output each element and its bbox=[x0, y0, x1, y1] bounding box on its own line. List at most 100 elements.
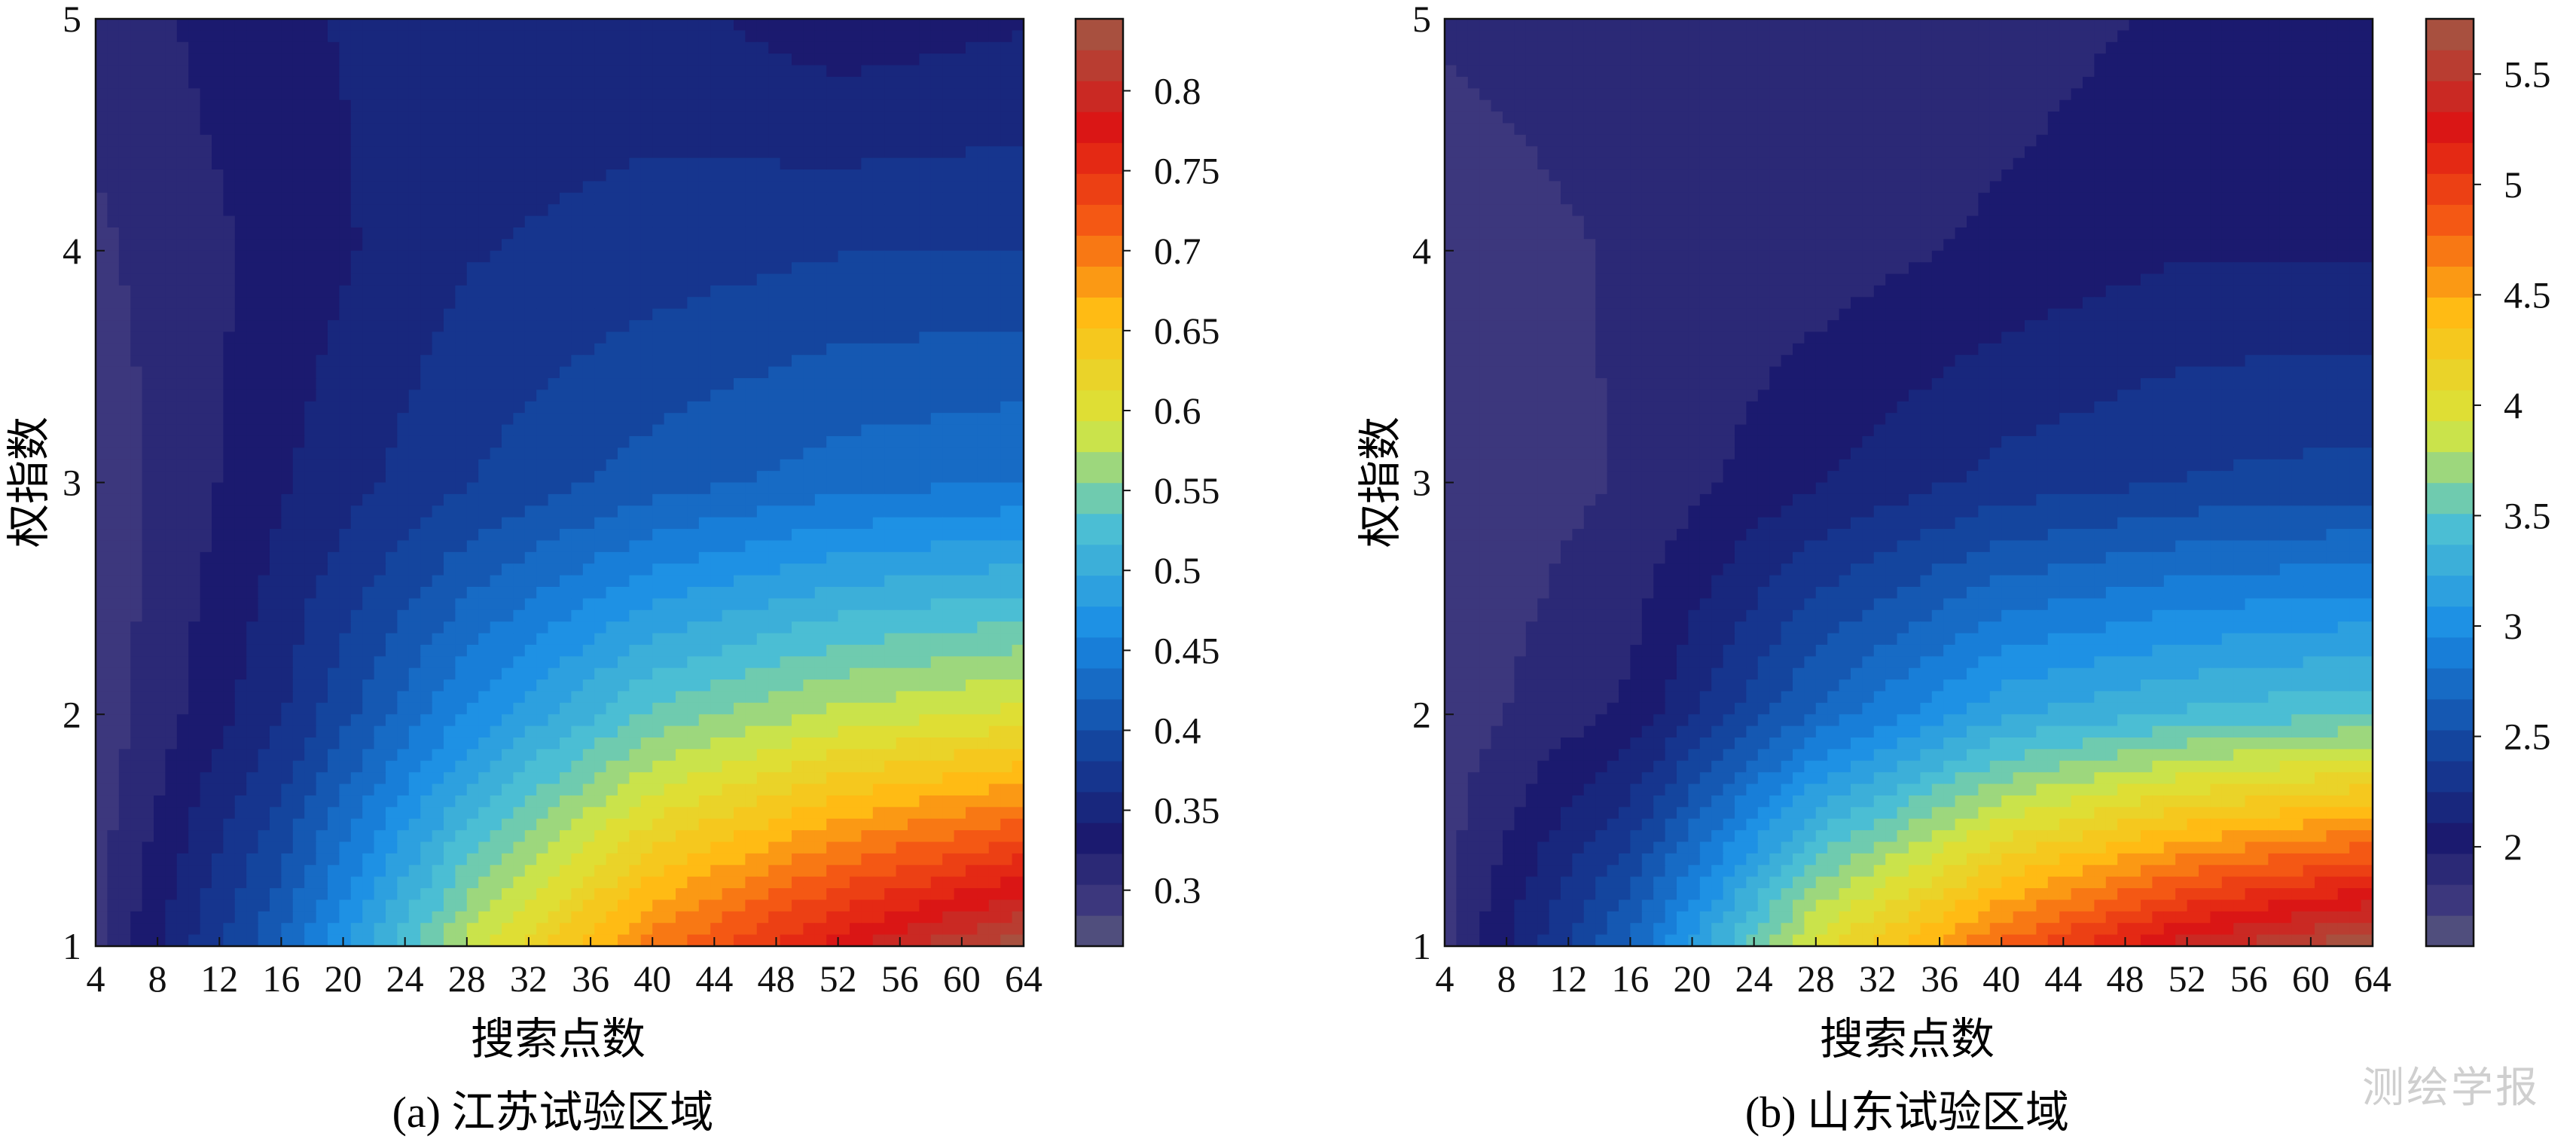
contour-cell-a bbox=[687, 239, 700, 252]
contour-cell-a bbox=[142, 215, 154, 228]
contour-cell-a bbox=[814, 563, 827, 576]
contour-cell-a bbox=[850, 215, 862, 228]
contour-cell-a bbox=[374, 621, 386, 634]
contour-cell-a bbox=[432, 343, 444, 356]
contour-cell-a bbox=[861, 215, 874, 228]
contour-cell-a bbox=[861, 250, 874, 263]
contour-cell-a bbox=[850, 250, 862, 263]
contour-cell-a bbox=[420, 215, 433, 228]
contour-cell-a bbox=[176, 88, 189, 101]
contour-cell-a bbox=[96, 285, 108, 298]
contour-cell-a bbox=[861, 621, 874, 634]
contour-cell-a bbox=[339, 331, 352, 344]
contour-cell-a bbox=[618, 644, 630, 657]
contour-cell-a bbox=[687, 563, 700, 576]
contour-cell-a bbox=[258, 111, 270, 124]
contour-cell-a bbox=[942, 471, 955, 484]
contour-cell-a bbox=[734, 714, 746, 727]
contour-cell-a bbox=[919, 99, 932, 112]
contour-cell-a bbox=[768, 169, 781, 182]
contour-cell-a bbox=[838, 609, 850, 622]
contour-cell-a bbox=[652, 447, 665, 460]
contour-cell-a bbox=[560, 181, 572, 194]
contour-cell-a bbox=[188, 146, 201, 159]
contour-cell-a bbox=[386, 702, 398, 715]
contour-cell-a bbox=[930, 725, 943, 738]
contour-cell-a bbox=[780, 633, 792, 646]
contour-cell-a bbox=[861, 714, 874, 727]
contour-cell-a bbox=[536, 250, 549, 263]
contour-cell-a bbox=[304, 355, 317, 368]
contour-cell-a bbox=[896, 389, 908, 402]
contour-cell-a bbox=[502, 586, 514, 599]
contour-cell-a bbox=[930, 401, 943, 414]
contour-cell-a bbox=[861, 529, 874, 542]
contour-cell-a bbox=[432, 111, 444, 124]
contour-cell-a bbox=[107, 633, 120, 646]
contour-cell-a bbox=[803, 702, 816, 715]
contour-cell-a bbox=[432, 146, 444, 159]
contour-cell-a bbox=[432, 714, 444, 727]
contour-cell-a bbox=[200, 401, 212, 414]
contour-cell-a bbox=[165, 447, 178, 460]
contour-cell-a bbox=[107, 157, 120, 170]
contour-cell-a bbox=[432, 273, 444, 286]
contour-cell-a bbox=[792, 239, 804, 252]
contour-cell-a bbox=[165, 111, 178, 124]
contour-cell-a bbox=[872, 273, 885, 286]
contour-cell-a bbox=[768, 540, 781, 553]
contour-cell-a bbox=[118, 157, 131, 170]
contour-cell-a bbox=[977, 447, 990, 460]
contour-cell-a bbox=[524, 19, 537, 31]
contour-cell-a bbox=[246, 725, 259, 738]
contour-cell-a bbox=[977, 355, 990, 368]
contour-cell-a bbox=[432, 308, 444, 321]
contour-cell-a bbox=[988, 401, 1001, 414]
contour-cell-a bbox=[374, 227, 386, 240]
contour-cell-a bbox=[908, 424, 920, 437]
contour-cell-a bbox=[687, 331, 700, 344]
contour-cell-a bbox=[780, 714, 792, 727]
contour-cell-a bbox=[745, 609, 758, 622]
contour-cell-a bbox=[339, 505, 352, 518]
contour-cell-a bbox=[768, 551, 781, 564]
contour-cell-a bbox=[896, 204, 908, 217]
contour-cell-a bbox=[524, 157, 537, 170]
contour-cell-a bbox=[1012, 575, 1024, 588]
contour-cell-a bbox=[466, 41, 479, 54]
contour-cell-a bbox=[756, 204, 769, 217]
contour-cell-a bbox=[1000, 586, 1013, 599]
contour-cell-a bbox=[606, 134, 618, 147]
contour-cell-a bbox=[710, 667, 723, 680]
contour-cell-a bbox=[339, 691, 352, 704]
contour-cell-a bbox=[200, 482, 212, 495]
contour-cell-a bbox=[1012, 621, 1024, 634]
contour-cell-a bbox=[988, 471, 1001, 484]
contour-cell-a bbox=[977, 401, 990, 414]
contour-cell-a bbox=[966, 424, 978, 437]
contour-cell-a bbox=[234, 644, 247, 657]
contour-cell-a bbox=[420, 111, 433, 124]
contour-cell-a bbox=[165, 378, 178, 390]
contour-cell-a bbox=[676, 529, 688, 542]
contour-cell-a bbox=[792, 320, 804, 333]
contour-cell-a bbox=[444, 540, 456, 553]
contour-cell-a bbox=[722, 505, 734, 518]
contour-cell-a bbox=[734, 424, 746, 437]
contour-cell-a bbox=[908, 633, 920, 646]
contour-cell-a bbox=[954, 702, 966, 715]
contour-cell-a bbox=[745, 111, 758, 124]
contour-cell-a bbox=[107, 134, 120, 147]
contour-cell-a bbox=[397, 401, 410, 414]
contour-cell-a bbox=[640, 192, 653, 205]
contour-cell-a bbox=[560, 239, 572, 252]
contour-cell-a bbox=[478, 586, 491, 599]
contour-cell-a bbox=[1012, 146, 1024, 159]
contour-cell-a bbox=[223, 30, 236, 43]
contour-cell-a bbox=[966, 366, 978, 379]
contour-cell-a bbox=[942, 250, 955, 263]
contour-cell-a bbox=[223, 447, 236, 460]
contour-cell-a bbox=[908, 575, 920, 588]
contour-cell-a bbox=[676, 111, 688, 124]
contour-cell-a bbox=[942, 134, 955, 147]
